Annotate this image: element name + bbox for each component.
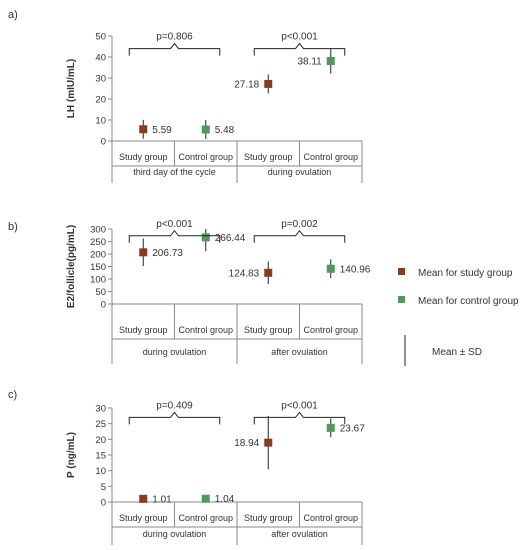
x-tick-label: Control group — [178, 152, 233, 162]
y-tick-label: 150 — [90, 262, 106, 273]
data-point — [264, 79, 273, 88]
y-tick-label: 15 — [95, 451, 106, 462]
y-tick-label: 0 — [101, 300, 106, 311]
data-label: 1.01 — [152, 494, 172, 505]
y-tick-label: 30 — [95, 404, 106, 415]
data-label: 266.44 — [215, 233, 246, 244]
p-value-label: p<0.001 — [156, 219, 193, 230]
data-point — [201, 125, 210, 134]
x-period-label: during ovulation — [143, 347, 207, 357]
data-point — [201, 494, 210, 503]
data-point — [201, 233, 210, 242]
y-tick-label: 5 — [101, 482, 106, 493]
significance-bracket — [128, 229, 221, 243]
legend-sd-label: Mean ± SD — [432, 347, 482, 358]
data-label: 5.59 — [152, 125, 172, 136]
p-value-label: p=0.002 — [281, 219, 318, 230]
y-axis-title: E2/follicle(pg/mL) — [66, 225, 77, 308]
x-period-label: during ovulation — [143, 529, 207, 539]
data-point — [264, 438, 273, 447]
x-tick-label: Study group — [244, 513, 293, 523]
y-tick-label: 30 — [95, 74, 106, 85]
y-axis-title: LH (mIU/mL) — [66, 59, 77, 118]
x-period-label: during ovulation — [268, 167, 332, 177]
data-label: 124.83 — [229, 268, 260, 279]
y-tick-label: 50 — [95, 32, 106, 43]
chart-panel-3: c) 0 5 10 15 20 25 30 P (ng/mL) Study group Contro… — [8, 389, 365, 545]
x-tick-label: Control group — [303, 152, 358, 162]
y-tick-label: 20 — [95, 435, 106, 446]
chart-panel-1: a) 0 10 20 30 40 50 LH (mIU/mL) Study group Contr… — [8, 9, 363, 183]
p-value-label: p=0.806 — [156, 32, 193, 43]
x-period-label: after ovulation — [271, 529, 328, 539]
y-tick-label: 50 — [95, 287, 106, 298]
data-label: 18.94 — [234, 438, 259, 449]
y-tick-label: 10 — [95, 116, 106, 127]
x-tick-label: Control group — [303, 513, 358, 523]
x-tick-label: Study group — [119, 513, 168, 523]
y-tick-label: 20 — [95, 95, 106, 106]
y-axis-title: P (ng/mL) — [66, 432, 77, 478]
y-tick-label: 40 — [95, 53, 106, 64]
legend-study-label: Mean for study group — [418, 268, 513, 279]
data-point — [326, 264, 335, 273]
data-point — [139, 125, 148, 134]
data-label: 5.48 — [215, 125, 235, 136]
y-tick-label: 250 — [90, 237, 106, 248]
x-tick-label: Control group — [178, 513, 233, 523]
y-tick-label: 0 — [101, 498, 106, 509]
legend-control-label: Mean for control group — [418, 296, 519, 307]
p-value-label: p=0.409 — [156, 400, 193, 411]
x-tick-label: Study group — [119, 325, 168, 335]
significance-bracket — [128, 42, 221, 56]
y-tick-label: 200 — [90, 250, 106, 261]
p-value-label: p<0.001 — [281, 32, 318, 43]
legend-study-swatch — [398, 268, 405, 275]
x-tick-label: Study group — [244, 152, 293, 162]
legend-control-swatch — [398, 296, 405, 303]
significance-bracket — [253, 229, 346, 243]
panel-label: b) — [8, 221, 18, 233]
p-value-label: p<0.001 — [281, 400, 318, 411]
significance-bracket — [253, 411, 346, 425]
y-tick-label: 10 — [95, 466, 106, 477]
x-period-label: third day of the cycle — [133, 167, 216, 177]
panel-label: c) — [8, 389, 17, 401]
y-tick-label: 0 — [101, 137, 106, 148]
significance-bracket — [128, 411, 221, 425]
x-tick-label: Study group — [119, 152, 168, 162]
data-point — [264, 268, 273, 277]
legend: Mean for study group Mean for control gr… — [398, 268, 519, 366]
data-label: 23.67 — [340, 423, 365, 434]
panel-label: a) — [8, 9, 18, 21]
data-point — [326, 423, 335, 432]
data-label: 38.11 — [297, 56, 322, 67]
significance-bracket — [253, 42, 346, 56]
data-label: 206.73 — [152, 248, 183, 259]
y-tick-label: 100 — [90, 275, 106, 286]
x-tick-label: Control group — [303, 325, 358, 335]
y-tick-label: 300 — [90, 225, 106, 236]
y-tick-label: 25 — [95, 419, 106, 430]
x-tick-label: Control group — [178, 325, 233, 335]
data-point — [326, 56, 335, 65]
data-point — [139, 248, 148, 257]
x-period-label: after ovulation — [271, 347, 328, 357]
x-tick-label: Study group — [244, 325, 293, 335]
data-point — [139, 494, 148, 503]
data-label: 1.04 — [215, 494, 235, 505]
data-label: 27.18 — [234, 79, 259, 90]
data-label: 140.96 — [340, 264, 371, 275]
